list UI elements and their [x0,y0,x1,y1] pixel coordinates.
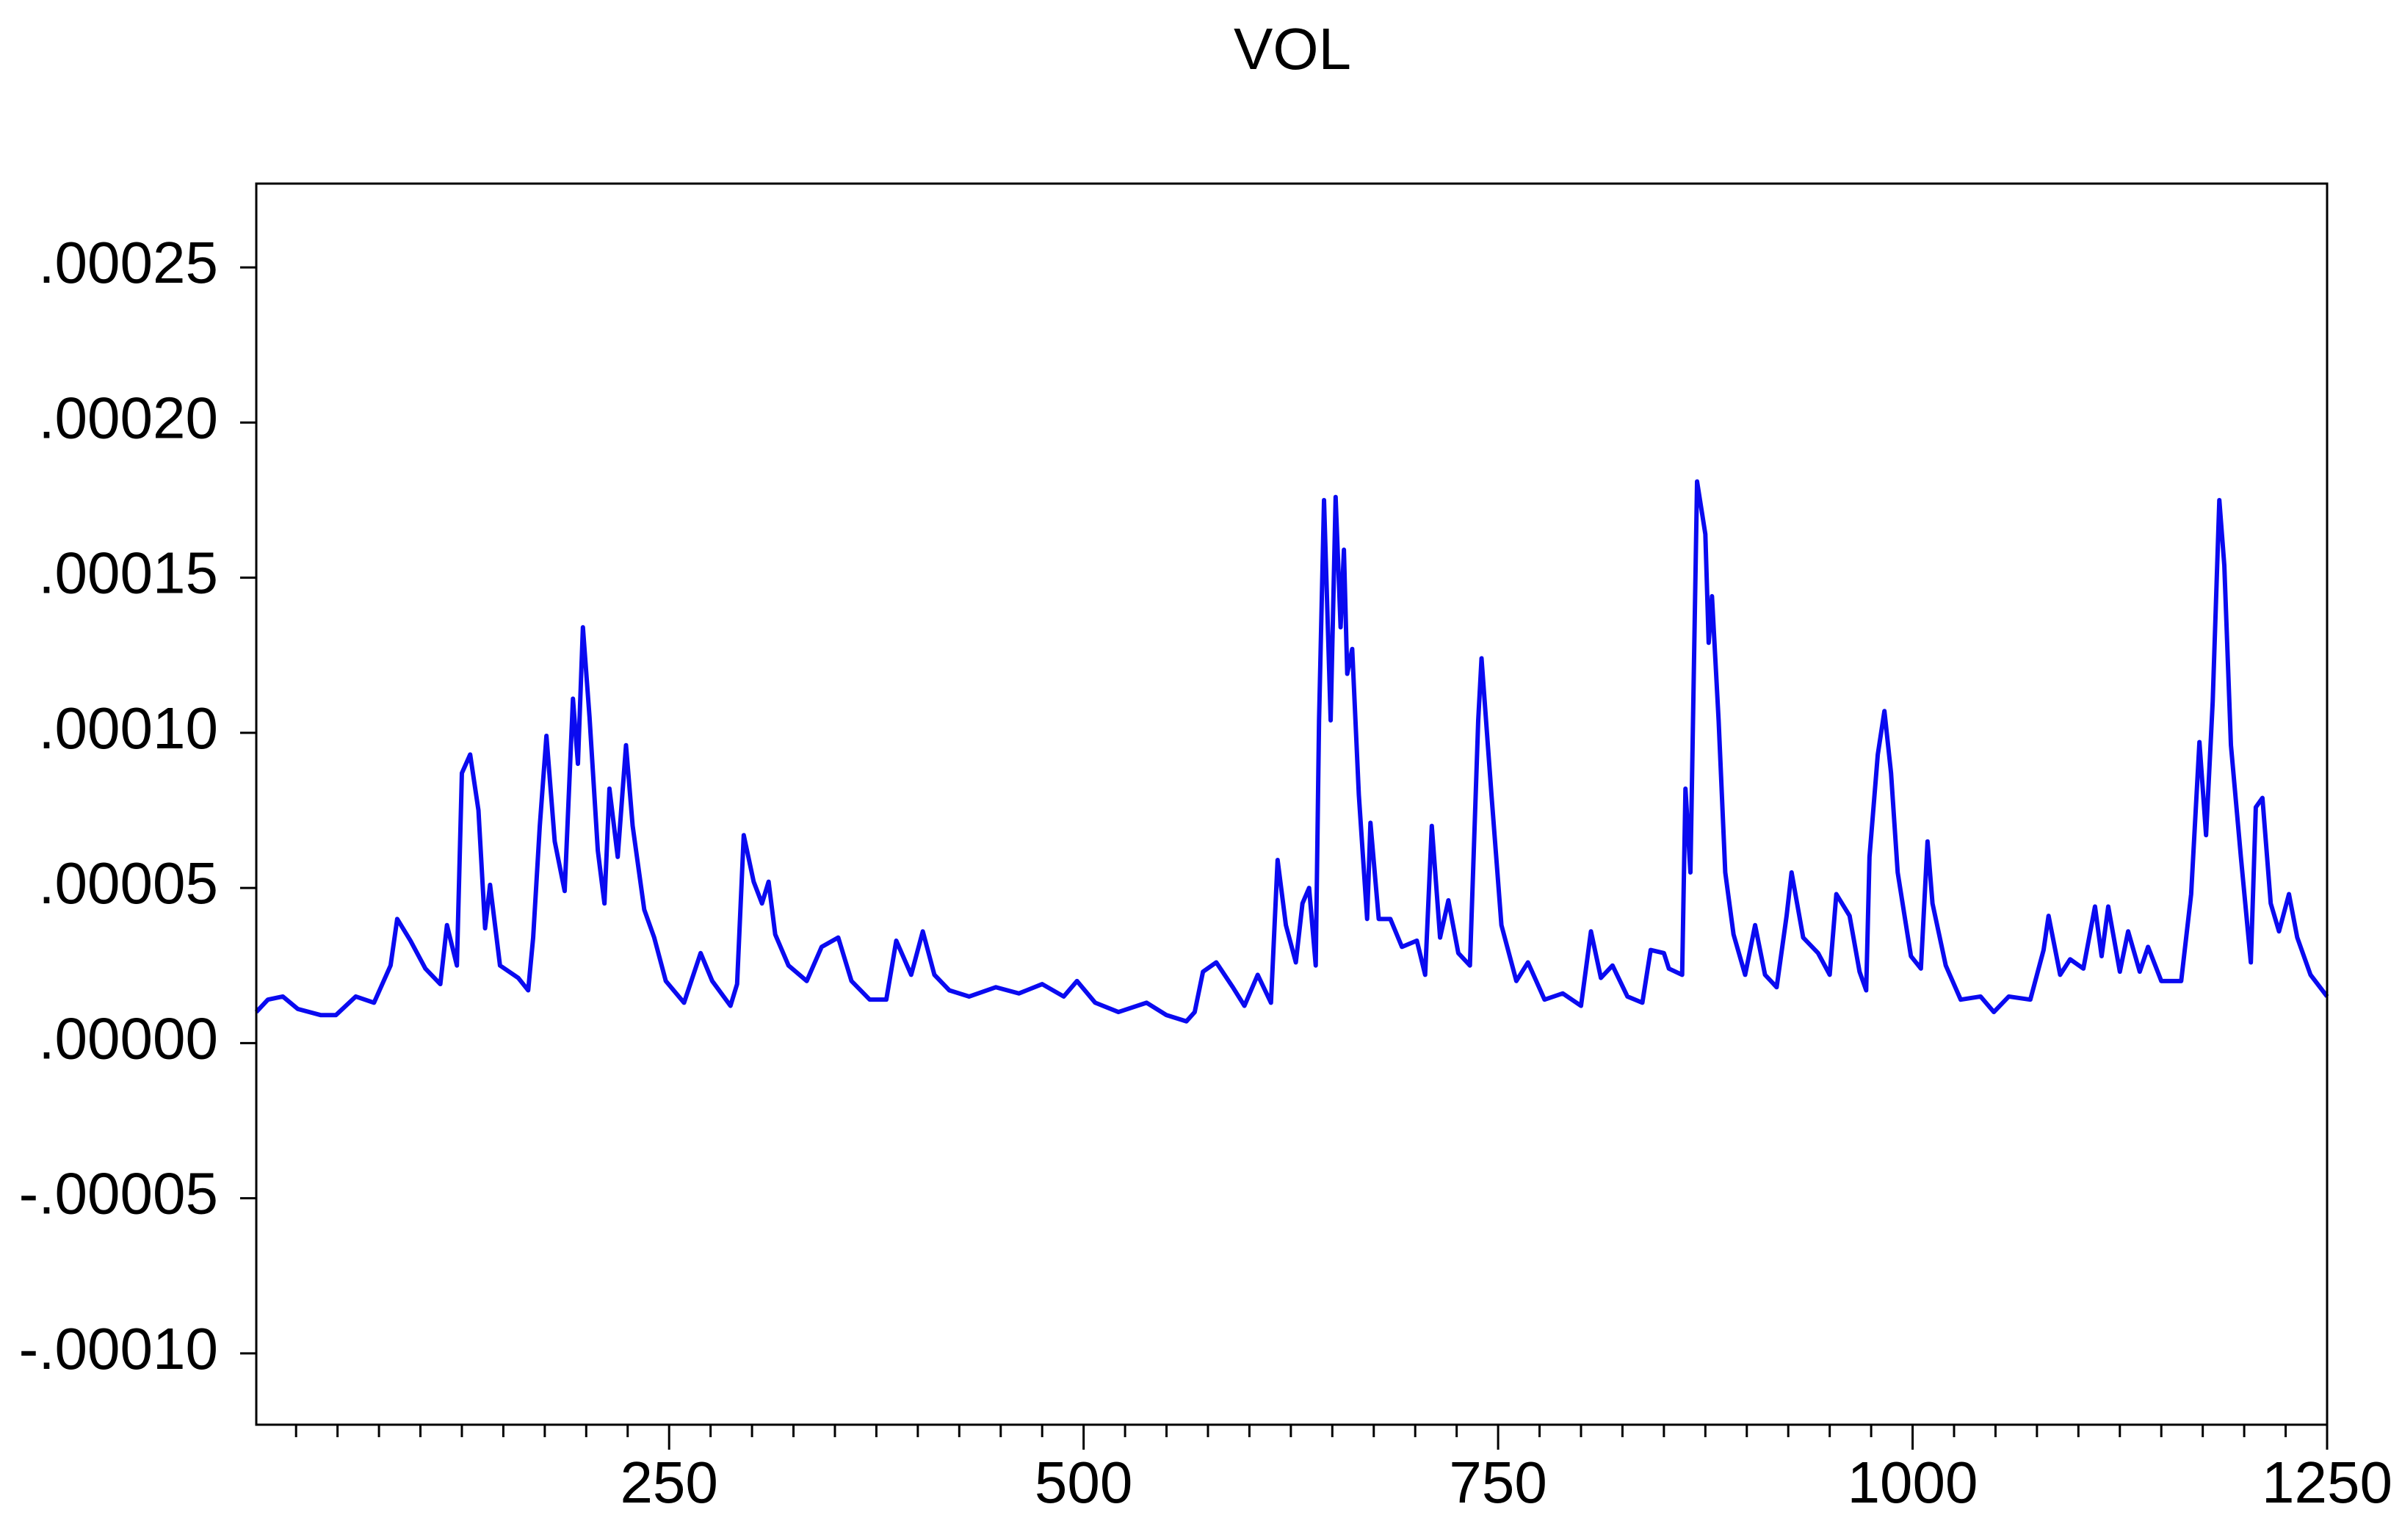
y-tick-label: .00015 [38,541,218,606]
x-tick-label: 750 [1449,1450,1547,1515]
x-tick-label: 1000 [1848,1450,1978,1515]
y-tick-label: .00020 [38,385,218,450]
x-tick-label: 250 [620,1450,717,1515]
y-tick-label: .00000 [38,1005,218,1071]
y-tick-label: .00005 [38,850,218,916]
y-tick-label: .00010 [38,695,218,761]
x-tick-label: 500 [1035,1450,1132,1515]
y-tick-label: -.00010 [19,1316,218,1381]
y-tick-label: -.00005 [19,1161,218,1226]
chart-title: VOL [1234,16,1351,82]
plot-frame [255,182,2329,1426]
data-line [254,479,2329,1024]
x-tick-label: 1250 [2262,1450,2392,1515]
y-tick-label: .00025 [38,230,218,295]
